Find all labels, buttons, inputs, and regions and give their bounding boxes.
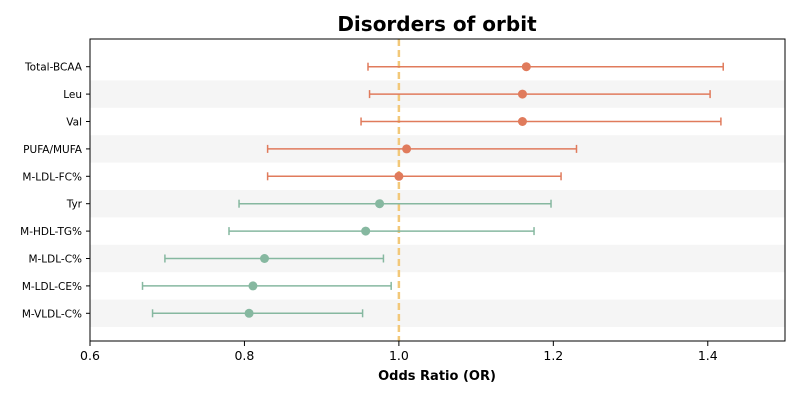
- x-tick-label: 1.2: [543, 348, 563, 363]
- or-point: [375, 199, 385, 209]
- x-axis: 0.6 0.8 1.0 1.2 1.4: [80, 341, 718, 363]
- or-point: [361, 226, 371, 236]
- x-tick-label: 1.0: [389, 348, 409, 363]
- or-point: [517, 89, 527, 99]
- y-tick-label: M-LDL-FC%: [22, 171, 82, 183]
- y-tick-label: Leu: [63, 89, 82, 101]
- x-tick-label: 0.6: [80, 348, 100, 363]
- or-point: [248, 281, 258, 291]
- y-tick-label: Val: [66, 117, 82, 129]
- chart-title: Disorders of orbit: [337, 12, 537, 36]
- y-tick-label: M-LDL-C%: [28, 254, 82, 266]
- y-tick-label: M-LDL-CE%: [22, 281, 82, 293]
- or-point: [260, 254, 270, 263]
- y-tick-label: PUFA/MUFA: [23, 144, 83, 156]
- plot-marks: [141, 62, 724, 318]
- x-tick-label: 1.4: [698, 348, 718, 363]
- or-point: [244, 308, 254, 318]
- or-point: [521, 62, 531, 72]
- x-tick-label: 0.8: [234, 348, 254, 363]
- y-axis: Total-BCAA Leu Val PUFA/MUFA M-LDL-FC% Tyr M-H…: [20, 62, 90, 320]
- y-tick-label: Total-BCAA: [24, 62, 83, 74]
- or-point: [394, 171, 404, 181]
- or-point: [517, 117, 527, 126]
- x-axis-label: Odds Ratio (OR): [378, 369, 496, 384]
- plot-frame: [89, 38, 786, 342]
- y-tick-label: M-VLDL-C%: [22, 308, 82, 320]
- y-tick-label: Tyr: [66, 199, 83, 211]
- y-tick-label: M-HDL-TG%: [20, 226, 82, 238]
- or-point: [402, 144, 412, 154]
